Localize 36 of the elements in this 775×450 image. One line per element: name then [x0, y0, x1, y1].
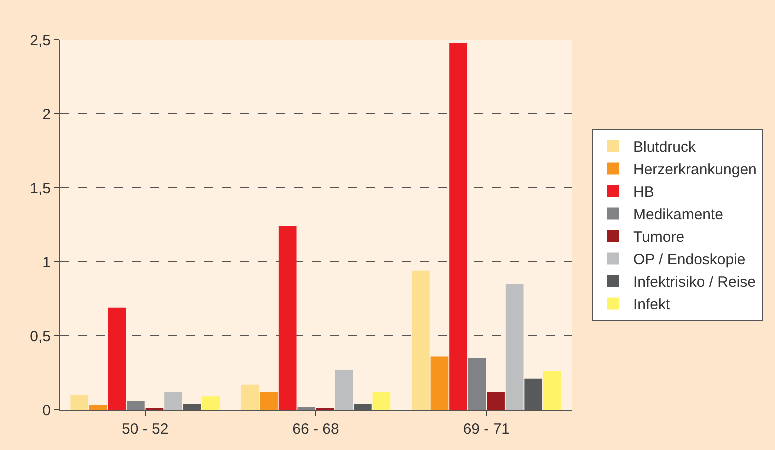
- bar: [127, 401, 145, 410]
- y-tick-label: 1,5: [30, 180, 51, 198]
- legend-label: Tumore: [633, 229, 685, 246]
- bar: [70, 395, 89, 410]
- legend-label: HB: [633, 184, 654, 202]
- x-tick-label: 50 - 52: [122, 421, 169, 438]
- y-tick-label: 2,5: [30, 32, 51, 50]
- bar: [506, 284, 524, 410]
- y-tick-label: 2: [42, 106, 51, 124]
- bar: [241, 384, 260, 410]
- bar: [108, 308, 126, 410]
- bar: [164, 392, 182, 410]
- legend-label: Infektrisiko / Reise: [633, 274, 756, 292]
- bar: [202, 396, 220, 410]
- y-tick-label: 0: [42, 402, 51, 420]
- x-tick-label: 69 - 71: [463, 421, 510, 438]
- legend-label: Medikamente: [633, 206, 724, 224]
- bar: [260, 392, 278, 410]
- bar: [468, 358, 486, 410]
- bar: [298, 407, 316, 410]
- y-tick-label: 0,5: [30, 328, 51, 346]
- bar: [89, 406, 108, 410]
- y-tick-label: 1: [42, 254, 51, 272]
- legend-label: Blutdruck: [633, 139, 697, 156]
- bar: [487, 392, 505, 410]
- bar: [543, 372, 562, 410]
- bar: [372, 392, 391, 410]
- legend-label: Herzerkrankungen: [633, 162, 757, 179]
- legend-label: Infekt: [633, 296, 671, 314]
- bar: [412, 270, 430, 410]
- bar: [430, 356, 449, 410]
- bar: [278, 226, 297, 410]
- legend-label: OP / Endoskopie: [633, 252, 746, 269]
- bar: [450, 42, 468, 410]
- x-tick-label: 66 - 68: [292, 421, 340, 438]
- bar: [335, 370, 354, 410]
